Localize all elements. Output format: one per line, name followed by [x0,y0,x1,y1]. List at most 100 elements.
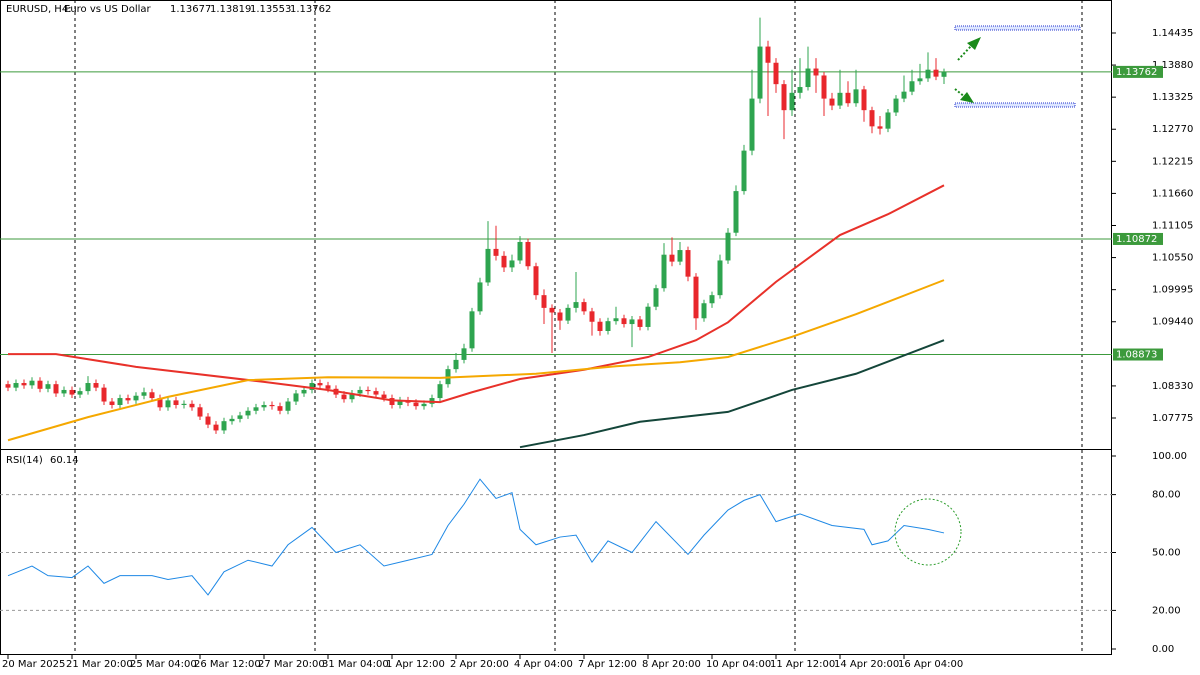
candle-body [53,384,59,394]
y-tick-label: 0.00 [1152,644,1174,655]
candle-body [669,254,675,262]
candle-body [469,311,475,349]
candle-body [421,403,427,407]
candle-body [941,71,947,77]
level-label: 1.13762 [1116,67,1157,78]
y-tick-label: 50.00 [1152,548,1181,559]
candle-body [173,400,179,405]
candle-body [365,389,371,392]
candle-body [373,391,379,395]
symbol: EURUSD, H4: [6,4,72,15]
candle-body [757,46,763,99]
candle-body [581,302,587,312]
candle-body [597,321,603,331]
candle-body [245,410,251,416]
x-tick-label: 11 Apr 12:00 [770,659,835,670]
y-tick-label: 1.08330 [1152,381,1193,392]
candle-body [221,421,227,431]
candle-body [149,392,155,399]
x-tick-label: 14 Apr 20:00 [834,659,899,670]
candle-body [709,295,715,304]
candle-body [677,250,683,262]
candle-body [741,150,747,192]
bar-close: 1.13762 [290,4,331,15]
annotations [894,25,1081,566]
candle-body [925,69,931,79]
y-tick-label: 1.07775 [1152,413,1193,424]
candle-body [573,302,579,308]
candle-body [773,62,779,85]
y-tick-label: 1.09995 [1152,285,1193,296]
candle-body [461,348,467,360]
x-tick-label: 2 Apr 20:00 [450,659,509,670]
frame [0,0,1112,655]
arrow [957,44,973,61]
candle-body [629,319,635,325]
candle-body [413,402,419,407]
candle-body [205,416,211,425]
y-tick-label: 1.13325 [1152,92,1193,103]
candle-body [389,398,395,405]
candle-body [325,385,331,389]
candle-body [45,384,51,389]
candle-body [717,260,723,296]
candle-body [685,250,691,277]
candle-body [357,389,363,394]
y-tick-label: 1.11105 [1152,220,1193,231]
candle-body [853,89,859,104]
candle-body [765,46,771,63]
candle-body [93,383,99,388]
level-box [1113,65,1163,78]
candle-body [125,398,131,401]
candle-body [693,276,699,319]
y-tick-label: 20.00 [1152,605,1181,616]
y-tick-label: 1.10550 [1152,253,1193,264]
candle-body [837,92,843,106]
candle-body [133,395,139,401]
x-tick-label: 26 Mar 12:00 [194,659,261,670]
y-tick-label: 1.14435 [1152,28,1193,39]
candle-body [621,318,627,325]
candle-body [493,248,499,256]
bar-open: 1.13677 [170,4,211,15]
moving-average [519,339,945,449]
candle-body [541,295,547,308]
candle-body [453,359,459,370]
candle-body [525,241,531,267]
candle-body [285,401,291,411]
candle-body [509,260,515,268]
level-label: 1.08873 [1116,350,1157,361]
x-tick-label: 20 Mar 2025 [2,659,65,670]
arrow-head [967,37,981,50]
target-zone [954,25,1081,31]
candle-body [661,254,667,289]
candle-body [893,98,899,113]
candle-body [309,383,315,390]
candle-body [213,424,219,431]
arrow-head [960,92,974,103]
candle-body [589,311,595,322]
candle-body [21,383,27,386]
y-tick-label: 1.13880 [1152,60,1193,71]
candle-body [5,384,11,388]
candle-body [805,68,811,88]
candle-body [341,394,347,400]
candle-body [933,69,939,77]
candle-body [293,393,299,402]
rsi-title: RSI(14) [6,455,43,466]
moving-average [7,279,945,442]
rsi-last: 60.14 [50,455,79,466]
candle-body [197,407,203,417]
candle-body [653,288,659,307]
candle-body [101,387,107,402]
candle-body [37,380,43,389]
y-tick-label: 1.12770 [1152,124,1193,135]
candle-body [349,393,355,400]
candle-body [61,389,67,394]
moving-average [8,184,945,404]
candle-body [645,306,651,327]
candle-body [501,255,507,268]
candle-body [813,68,819,76]
highlight-circle [894,498,962,566]
